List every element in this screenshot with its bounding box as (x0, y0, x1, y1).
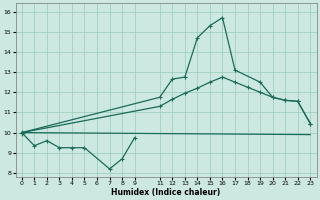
X-axis label: Humidex (Indice chaleur): Humidex (Indice chaleur) (111, 188, 221, 197)
